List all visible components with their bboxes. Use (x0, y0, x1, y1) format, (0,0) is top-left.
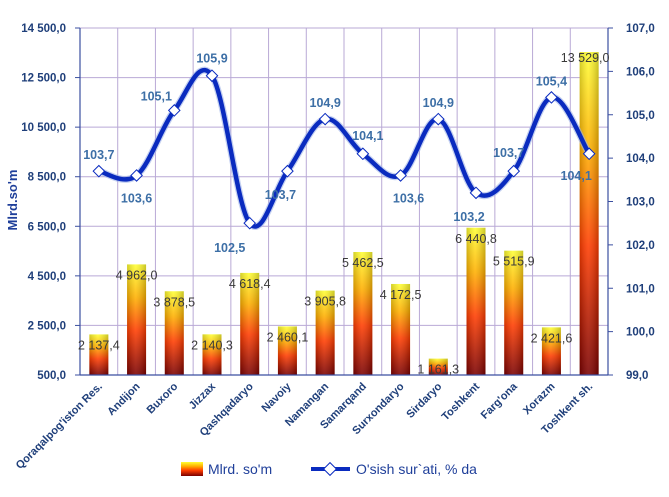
line-data-label: 103,6 (393, 191, 424, 205)
line-point (507, 164, 521, 178)
data-labels: 103,7 103,6 105,1 105,9 102,5 103,7 104,9 104,1… (78, 51, 610, 377)
y-tick-label: 14 500,0 (21, 23, 66, 35)
y-right-tick-label: 104,0 (626, 153, 655, 165)
y-tick-label: 500,0 (37, 370, 66, 382)
x-tick-label: Buxoro (145, 380, 181, 416)
line-data-label: 105,9 (196, 52, 227, 66)
bar-shade (202, 334, 222, 375)
line-point (318, 112, 332, 126)
bar-data-label: 6 440,8 (455, 232, 497, 246)
x-tick-label: Andijon (105, 380, 143, 418)
line-data-label: 104,1 (561, 169, 592, 183)
x-tick-label: Qoraqalpog'iston Res. (14, 381, 105, 472)
line-data-label: 104,1 (352, 129, 383, 143)
line-point (92, 164, 106, 178)
bar-shade (541, 327, 561, 375)
y-right-tick-label: 99,0 (626, 370, 648, 382)
x-tick-label: Toshkent (440, 380, 483, 423)
legend-item-bars: Mlrd. so'm (181, 461, 272, 477)
line-point (281, 164, 294, 178)
y-right-tick-label: 100,0 (626, 327, 655, 339)
line-point (582, 147, 596, 161)
line-data-label: 103,2 (453, 210, 484, 224)
line-point (545, 91, 558, 104)
line-point (469, 186, 483, 200)
bar-data-label: 5 515,9 (493, 255, 535, 269)
line-data-label: 103,7 (265, 188, 296, 202)
y-right-tick-label: 105,0 (626, 110, 655, 122)
bar-data-label: 4 618,4 (229, 277, 271, 291)
y-right-tick-label: 101,0 (626, 283, 655, 295)
y-right-tick-label: 107,0 (626, 23, 655, 35)
y-tick-label: 4 500,0 (28, 271, 66, 283)
y-tick-label: 12 500,0 (21, 73, 66, 85)
gridlines (80, 27, 608, 376)
legend-label-bars: Mlrd. so'm (208, 461, 272, 477)
legend-marker-line (322, 461, 338, 477)
y-tick-label: 8 500,0 (28, 172, 66, 184)
bar-series (89, 52, 599, 376)
y-tick-label: 2 500,0 (28, 320, 66, 332)
y-right-tick-label: 106,0 (626, 66, 655, 78)
legend: Mlrd. so'm O'sish sur`ati, % da (181, 461, 477, 477)
x-tick-label: Farg'ona (479, 380, 521, 422)
bar-data-label: 5 462,5 (342, 256, 384, 270)
y-tick-label: 6 500,0 (28, 221, 66, 233)
y-right-tick-label: 102,0 (626, 240, 655, 252)
line-data-label: 104,9 (310, 96, 341, 110)
line-point (205, 69, 219, 83)
x-tick-label: Xorazm (521, 380, 558, 417)
line-data-label: 103,7 (83, 148, 114, 162)
bar-data-label: 2 137,4 (78, 338, 120, 352)
bar-shade (579, 52, 599, 376)
bar-shade (127, 264, 147, 375)
line-point (394, 169, 407, 182)
line-path (98, 67, 592, 229)
bar-data-label: 1 161,3 (417, 363, 459, 377)
bar-data-label: 2 140,3 (191, 338, 233, 352)
line-series (92, 66, 596, 230)
y-axis-title: Mlrd.so'm (5, 170, 20, 231)
bar-shade (391, 283, 411, 375)
line-point (167, 104, 181, 117)
bar-shade (353, 252, 373, 375)
line-point (356, 147, 370, 161)
line-data-label: 104,9 (423, 96, 454, 110)
line-data-label: 102,5 (214, 241, 245, 255)
legend-item-line: O'sish sur`ati, % da (311, 461, 477, 477)
y-tick-label: 10 500,0 (21, 122, 66, 134)
line-point (243, 216, 257, 230)
x-tick-label: Navoiy (260, 380, 295, 415)
bar-data-label: 4 962,0 (116, 268, 158, 282)
legend-swatch-bars (181, 462, 203, 476)
bar-shade (164, 291, 184, 375)
line-data-label: 103,7 (493, 146, 524, 160)
bar-shade (466, 227, 486, 375)
bar-data-label: 2 421,6 (531, 331, 573, 345)
line-point (130, 169, 143, 182)
bar-shade (504, 250, 524, 375)
legend-label-line: O'sish sur`ati, % da (356, 461, 477, 477)
bar-data-label: 3 905,8 (304, 295, 346, 309)
line-point (431, 112, 445, 126)
bar-data-label: 3 878,5 (153, 295, 195, 309)
bar-shade (240, 272, 260, 375)
bar-data-label: 4 172,5 (380, 288, 422, 302)
bar-data-label: 2 460,1 (267, 330, 309, 344)
bar-shade (315, 290, 335, 375)
bar-shade (89, 334, 109, 375)
bar-shade (277, 326, 297, 375)
bar-data-label: 13 529,0 (561, 51, 610, 65)
line-data-label: 105,4 (536, 74, 567, 88)
x-tick-label: Jizzax (187, 380, 219, 412)
y-right-tick-label: 103,0 (626, 197, 655, 209)
line-data-label: 105,1 (141, 89, 172, 103)
bar-shade (428, 358, 448, 375)
axes: 500,0 2 500,0 4 500,0 6 500,0 8 500,0 10 500,… (14, 23, 655, 472)
line-data-label: 103,6 (121, 191, 152, 205)
